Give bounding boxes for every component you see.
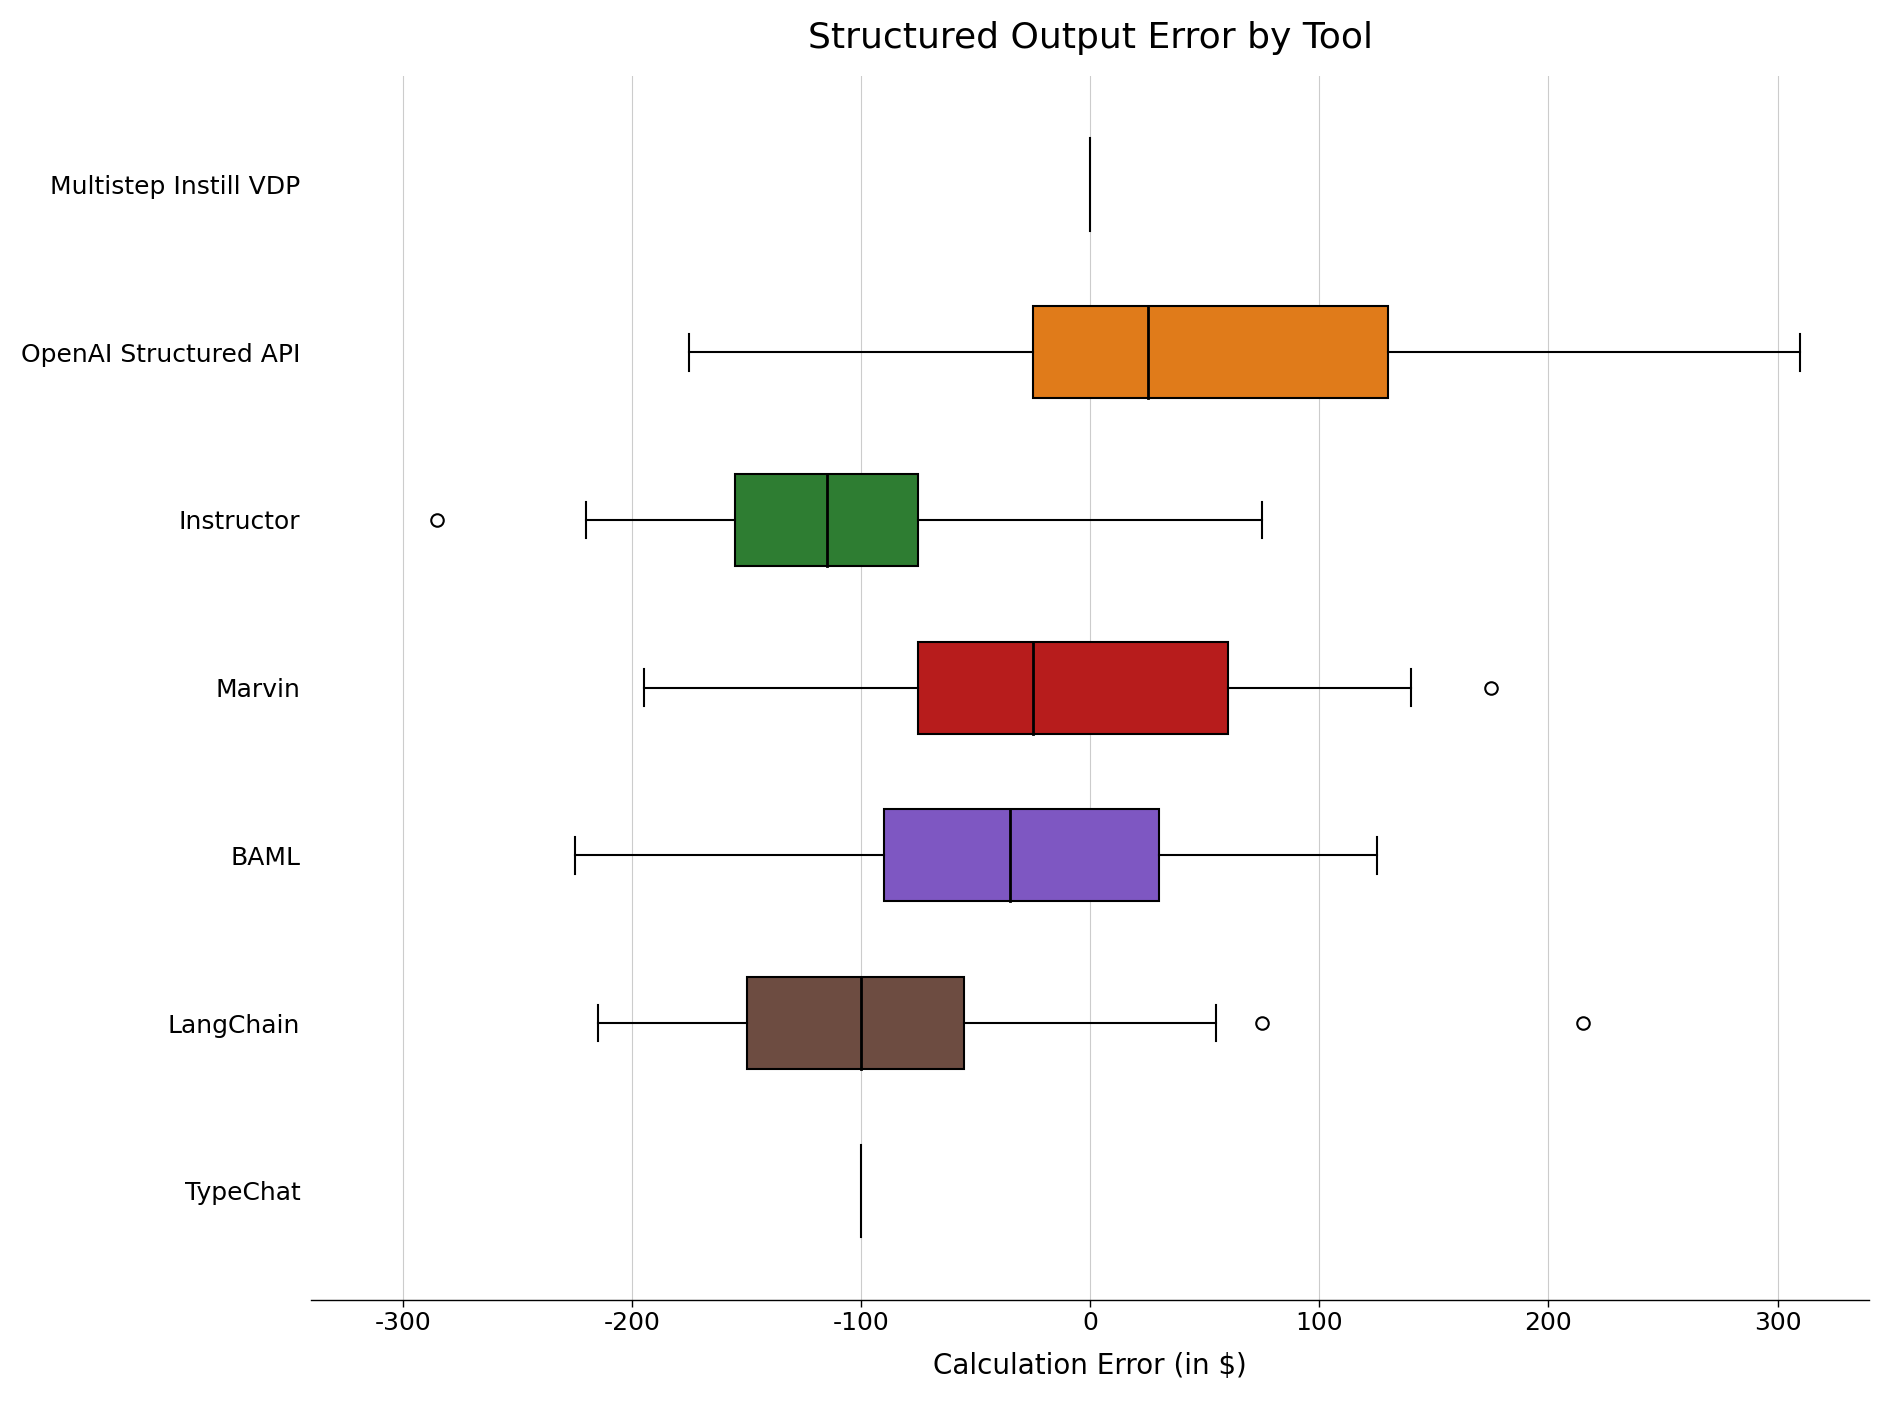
Bar [746, 976, 963, 1069]
Bar [735, 474, 918, 566]
Bar [1033, 307, 1387, 398]
Bar [884, 810, 1158, 901]
Bar [918, 642, 1228, 734]
Title: Structured Output Error by Tool: Structured Output Error by Tool [807, 21, 1371, 55]
X-axis label: Calculation Error (in $): Calculation Error (in $) [933, 1352, 1247, 1380]
